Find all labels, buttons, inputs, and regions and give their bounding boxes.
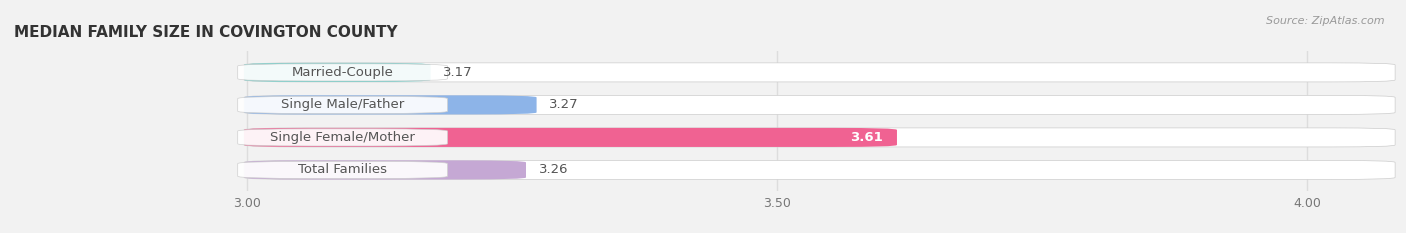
Text: 3.17: 3.17 (443, 66, 472, 79)
FancyBboxPatch shape (245, 128, 897, 147)
FancyBboxPatch shape (238, 96, 447, 113)
FancyBboxPatch shape (245, 95, 1395, 114)
FancyBboxPatch shape (238, 161, 447, 178)
FancyBboxPatch shape (245, 128, 1395, 147)
FancyBboxPatch shape (245, 63, 1395, 82)
FancyBboxPatch shape (245, 63, 430, 82)
FancyBboxPatch shape (238, 64, 447, 81)
FancyBboxPatch shape (245, 95, 537, 114)
Text: Source: ZipAtlas.com: Source: ZipAtlas.com (1267, 16, 1385, 26)
Text: Married-Couple: Married-Couple (291, 66, 394, 79)
Text: Single Male/Father: Single Male/Father (281, 98, 405, 111)
Text: 3.61: 3.61 (851, 131, 883, 144)
Text: 3.26: 3.26 (538, 163, 568, 176)
Text: Single Female/Mother: Single Female/Mother (270, 131, 415, 144)
FancyBboxPatch shape (245, 160, 1395, 179)
Text: Total Families: Total Families (298, 163, 387, 176)
FancyBboxPatch shape (238, 129, 447, 146)
Text: MEDIAN FAMILY SIZE IN COVINGTON COUNTY: MEDIAN FAMILY SIZE IN COVINGTON COUNTY (14, 25, 398, 40)
Text: 3.27: 3.27 (550, 98, 579, 111)
FancyBboxPatch shape (245, 160, 526, 179)
